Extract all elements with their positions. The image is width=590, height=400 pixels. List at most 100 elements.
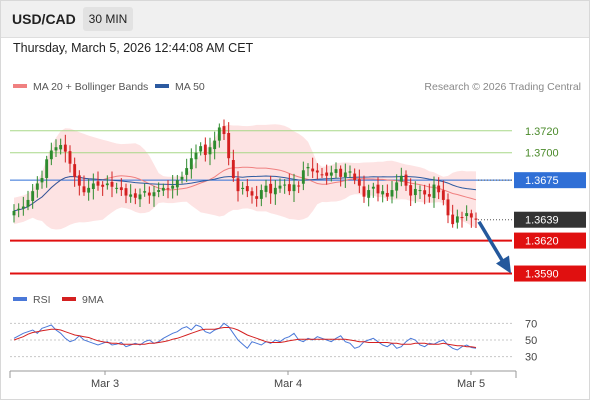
candle-body — [357, 179, 361, 186]
candle-body — [245, 186, 249, 192]
candle-body — [311, 168, 315, 172]
candle-body — [385, 192, 389, 197]
candle-body — [105, 183, 109, 186]
candle-body — [325, 172, 329, 176]
candle-body — [157, 190, 161, 192]
candle-body — [82, 186, 86, 193]
candle-body — [339, 168, 343, 177]
rsi-line — [13, 322, 477, 351]
candle-body — [432, 184, 436, 199]
level-label-1.3700: 1.3700 — [525, 148, 559, 160]
candle-body — [45, 159, 49, 178]
symbol-title: USD/CAD — [12, 11, 76, 27]
ma9-legend-swatch — [62, 297, 76, 301]
candle-body — [227, 132, 231, 159]
candle-body — [91, 183, 95, 190]
candle-body — [465, 213, 469, 217]
rsi-legend-swatch — [13, 297, 27, 301]
candle-body — [343, 172, 347, 178]
candle-body — [460, 217, 464, 219]
candle-body — [68, 151, 72, 164]
candle-body — [115, 187, 119, 189]
timeframe-badge[interactable]: 30 MIN — [83, 7, 133, 31]
ma9-legend-label: 9MA — [82, 294, 104, 306]
candle-body — [236, 178, 240, 192]
level-label-1.3590: 1.3590 — [525, 269, 559, 281]
x-tick-label: Mar 3 — [91, 378, 119, 390]
candle-body — [213, 140, 217, 150]
legend: MA 20 + Bollinger Bands MA 50 Research ©… — [13, 81, 581, 93]
ma20-legend-label: MA 20 + Bollinger Bands — [33, 81, 148, 93]
candle-body — [362, 186, 366, 197]
candle-body — [231, 160, 235, 178]
candle-body — [110, 181, 114, 187]
forecast-arrow — [477, 220, 511, 274]
candle-body — [21, 206, 25, 209]
candle-body — [446, 199, 450, 216]
candle-body — [17, 208, 21, 210]
candle-body — [49, 150, 53, 160]
candle-body — [255, 196, 259, 199]
candle-body — [208, 147, 212, 155]
level-labels: 1.3720 1.3700 1.3675 1.3639 1.3620 1.3590 — [514, 126, 586, 282]
candle-body — [437, 185, 441, 193]
forecast-arrow-shaft — [477, 220, 506, 265]
candle-body — [96, 181, 100, 186]
candle-body — [101, 184, 105, 187]
level-badge-1.3590 — [514, 265, 586, 282]
candle-body — [250, 191, 254, 196]
candle-body — [409, 185, 413, 196]
candle-body — [427, 194, 431, 197]
candle-body — [241, 187, 245, 190]
candle-body — [259, 190, 263, 199]
rsi-legend-label: RSI — [33, 294, 51, 306]
candle-body — [199, 146, 203, 152]
candle-body — [287, 184, 291, 192]
ma50-legend-swatch — [155, 84, 169, 88]
price-levels — [10, 130, 512, 275]
level-badge-1.3620 — [514, 232, 586, 249]
candlesticks — [12, 119, 478, 229]
rsi-tick-70: 70 — [525, 318, 537, 330]
candle-body — [306, 166, 310, 169]
candle-body — [152, 192, 156, 197]
ma50-line — [13, 175, 477, 212]
candle-body — [353, 173, 357, 181]
candle-body — [376, 184, 380, 194]
candle-body — [381, 191, 385, 195]
candle-body — [315, 170, 319, 173]
candle-body — [54, 147, 58, 151]
candle-body — [12, 210, 16, 216]
candle-body — [185, 168, 189, 175]
candle-body — [264, 185, 268, 192]
candle-body — [474, 218, 478, 220]
candle-body — [269, 183, 273, 194]
candle-body — [35, 183, 39, 190]
x-axis: Mar 3 Mar 4 Mar 5 — [9, 370, 517, 390]
candle-body — [194, 152, 198, 160]
level-badge-1.3639 — [514, 211, 586, 228]
candle-body — [87, 187, 91, 193]
candle-body — [143, 191, 147, 193]
candle-body — [469, 213, 473, 218]
candle-body — [451, 214, 455, 225]
candle-body — [40, 177, 44, 183]
level-label-1.3720: 1.3720 — [525, 126, 559, 138]
candle-body — [329, 172, 333, 176]
candle-body — [63, 144, 67, 152]
candle-body — [175, 180, 179, 188]
candle-body — [203, 144, 207, 155]
candle-body — [334, 169, 338, 173]
candle-body — [133, 193, 137, 198]
candle-body — [297, 185, 301, 187]
rsi-tick-50: 50 — [525, 335, 537, 347]
level-badge-1.3675 — [514, 172, 586, 189]
candle-body — [166, 188, 170, 190]
x-tick-label: Mar 4 — [274, 378, 302, 390]
rsi-tick-30: 30 — [525, 352, 537, 364]
candle-body — [348, 171, 352, 173]
candle-body — [31, 191, 35, 201]
candle-body — [418, 190, 422, 192]
candle-body — [77, 175, 81, 186]
chart-header: USD/CAD 30 MIN — [0, 0, 590, 38]
